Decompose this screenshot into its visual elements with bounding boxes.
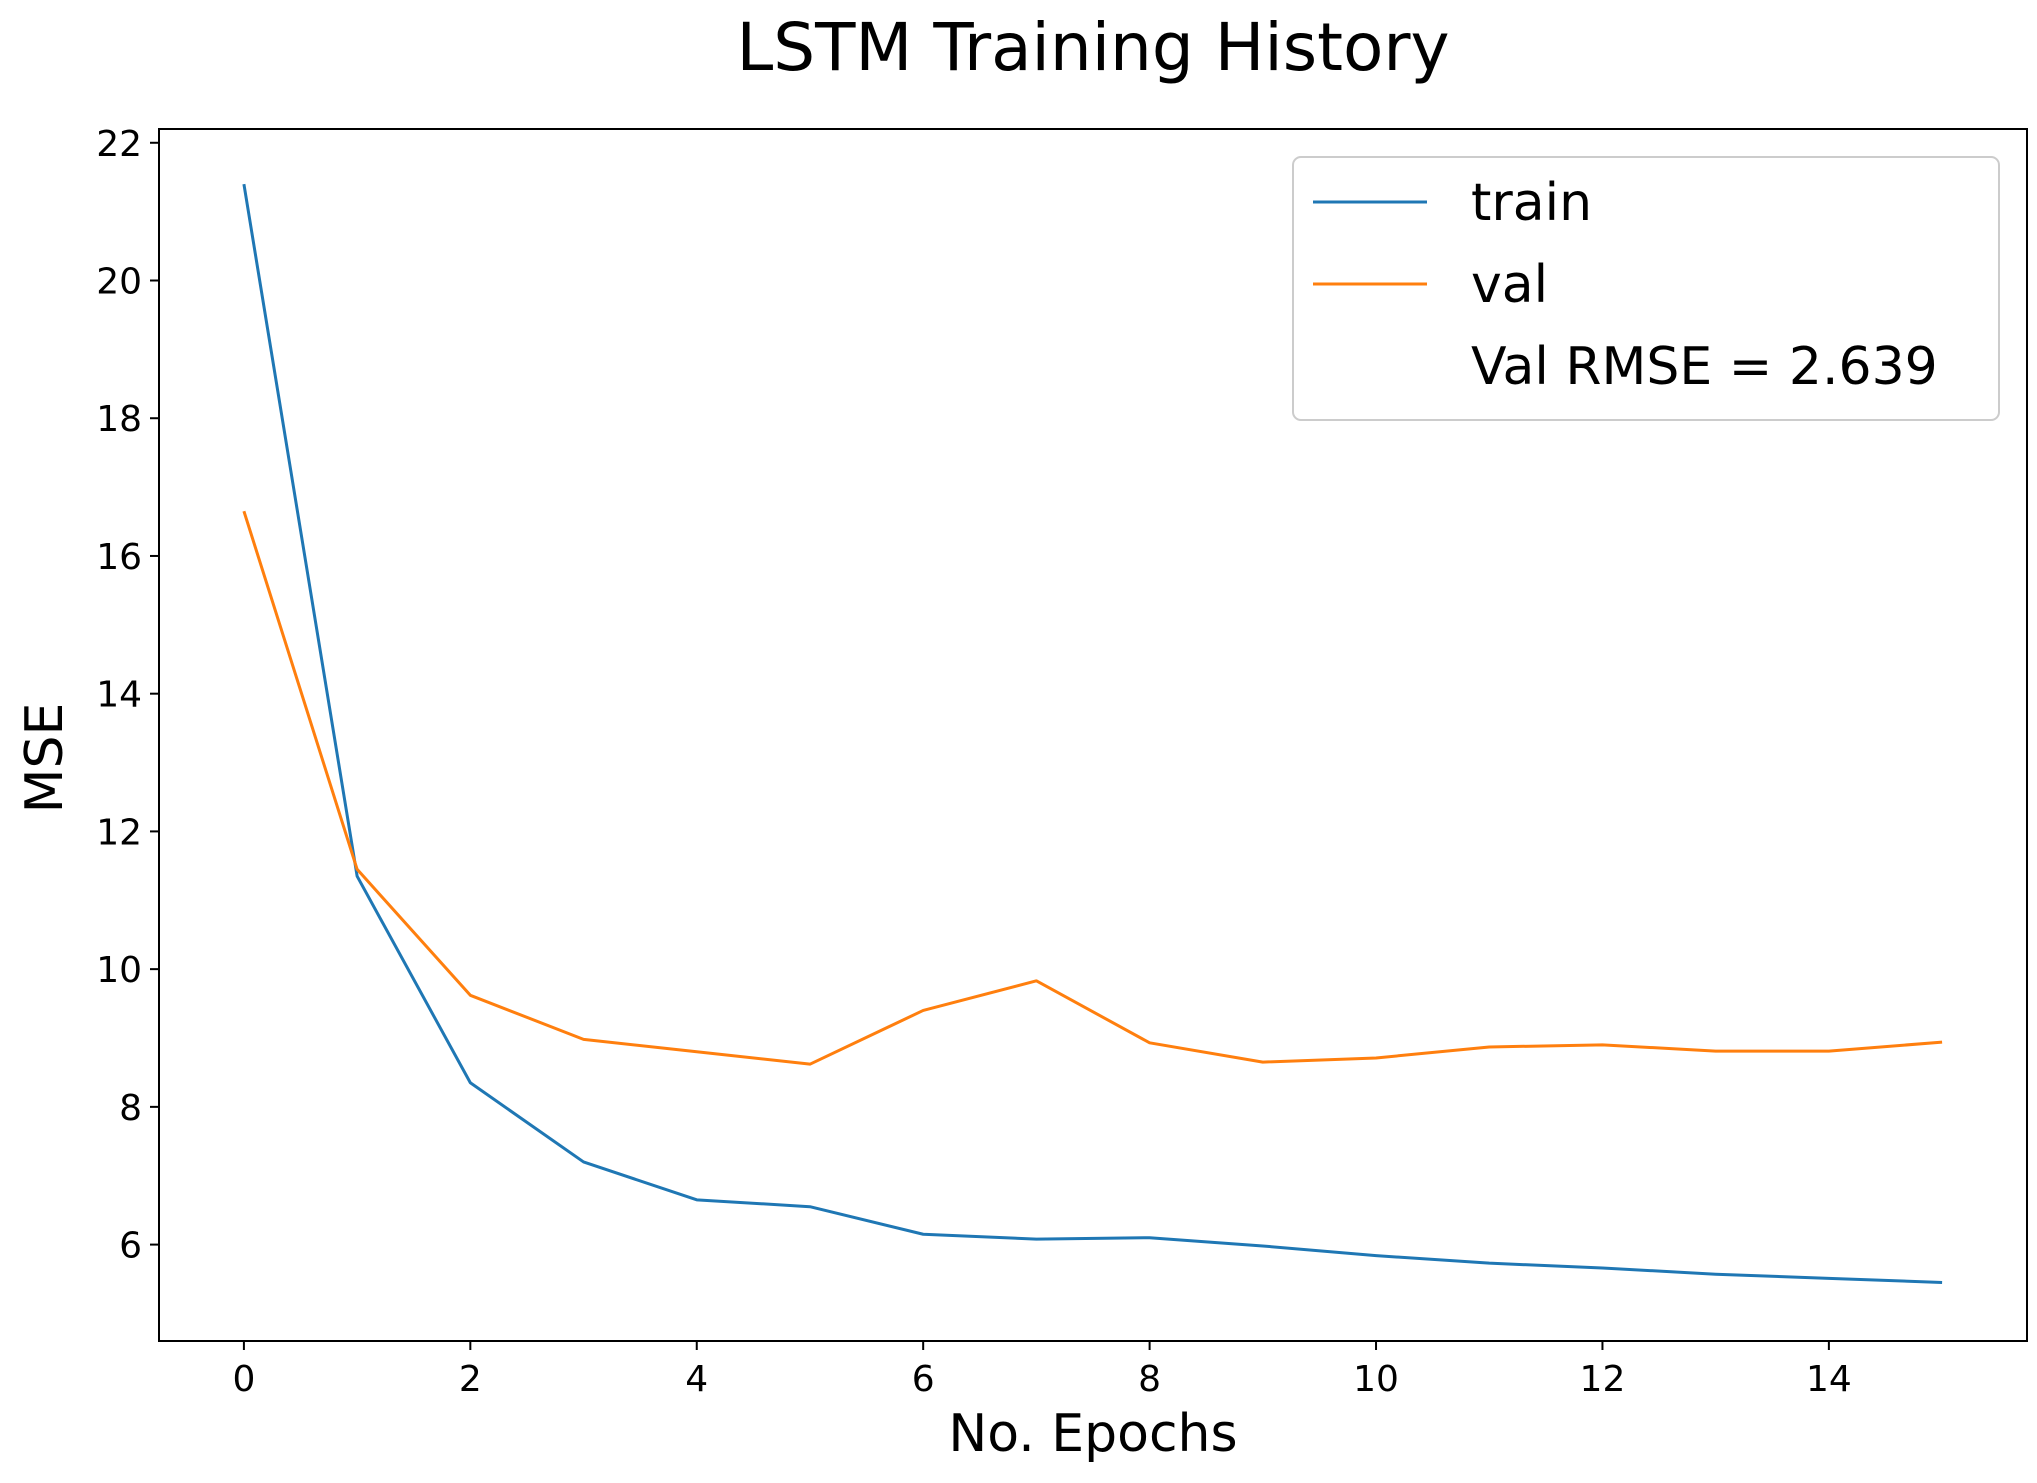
- chart-title: LSTM Training History: [736, 9, 1449, 86]
- x-tick-label: 6: [912, 1359, 935, 1400]
- y-tick-label: 18: [96, 399, 142, 440]
- x-tick-label: 12: [1580, 1359, 1626, 1400]
- legend-box: [1292, 156, 2000, 421]
- x-tick-label: 10: [1353, 1359, 1399, 1400]
- series-line-train: [242, 183, 1943, 1284]
- legend-label-val-rmse: Val RMSE = 2.639: [1471, 337, 1938, 397]
- plot-area-frame: [158, 128, 2028, 1342]
- y-axis-ticks: 6 8 10 12 14 16 18 20 22: [96, 124, 159, 1267]
- y-tick-label: 6: [119, 1226, 142, 1267]
- y-tick-label: 14: [96, 675, 142, 716]
- x-tick-label: 2: [459, 1359, 482, 1400]
- y-tick-label: 8: [119, 1088, 142, 1129]
- legend: train val Val RMSE = 2.639: [1292, 156, 2000, 421]
- y-tick-label: 22: [96, 124, 142, 165]
- legend-label-train: train: [1471, 173, 1592, 233]
- x-tick-label: 0: [232, 1359, 255, 1400]
- y-tick-label: 12: [96, 812, 142, 853]
- y-tick-label: 20: [96, 262, 142, 303]
- x-tick-label: 14: [1806, 1359, 1852, 1400]
- series-line-val: [242, 510, 1943, 1066]
- y-tick-label: 10: [96, 950, 142, 991]
- x-tick-label: 4: [685, 1359, 708, 1400]
- y-tick-label: 16: [96, 537, 142, 578]
- x-axis-ticks: 0 2 4 6 8 10 12 14: [232, 1341, 1852, 1400]
- x-axis-title: No. Epochs: [948, 1404, 1237, 1464]
- legend-label-val: val: [1471, 255, 1548, 315]
- series-layer: [242, 183, 1943, 1284]
- y-axis-title: MSE: [15, 703, 75, 814]
- x-tick-label: 8: [1138, 1359, 1161, 1400]
